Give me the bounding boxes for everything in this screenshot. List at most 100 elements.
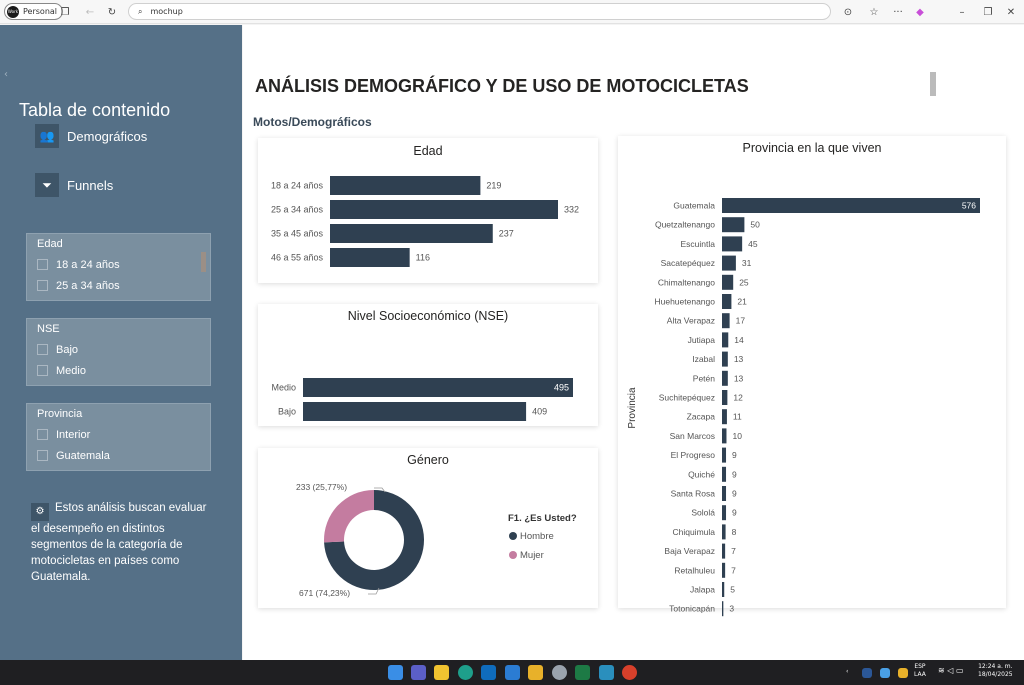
slicer-edad: Edad 18 a 24 años 25 a 34 años <box>26 233 211 301</box>
explorer-icon[interactable] <box>434 665 449 680</box>
bar <box>330 176 481 195</box>
word-icon[interactable] <box>862 668 872 678</box>
data-label: 14 <box>734 335 744 345</box>
chart-title: Provincia en la que viven <box>742 141 882 155</box>
scroll-indicator[interactable] <box>930 72 936 96</box>
address-bar[interactable]: ⌕ mochup <box>128 3 831 20</box>
provincia-chart-svg: Guatemala 576 Quetzaltenango 50 Escuintla 45 S… <box>627 198 980 617</box>
copilot-icon[interactable]: ◆ <box>916 6 924 18</box>
bar <box>722 390 728 405</box>
checkbox[interactable] <box>37 365 48 376</box>
chevron-up-icon[interactable]: ‹ <box>846 668 849 675</box>
data-label: 9 <box>732 469 737 479</box>
slicer-option[interactable]: Guatemala <box>37 445 200 466</box>
app-icon[interactable] <box>599 665 614 680</box>
nav-demograficos[interactable]: 👥 Demográficos <box>35 124 147 148</box>
app-icon[interactable] <box>898 668 908 678</box>
info-note: ⚙ Estos análisis buscan evaluar el desemp… <box>31 500 211 585</box>
slicer-option[interactable]: Interior <box>37 424 200 445</box>
category-label: Quetzaltenango <box>655 220 715 230</box>
category-label: 46 a 55 años <box>271 253 324 263</box>
data-label: 25 <box>739 277 749 287</box>
axis-label: Provincia <box>627 387 638 429</box>
more-icon[interactable]: ··· <box>893 6 903 18</box>
avatar: Work <box>7 5 19 18</box>
data-label: 409 <box>532 407 547 417</box>
pie-slice <box>324 490 424 590</box>
bar <box>722 466 727 482</box>
category-label: Alta Verapaz <box>667 316 715 326</box>
minimize-icon[interactable]: – <box>959 6 965 18</box>
nav-funnels[interactable]: ⏷ Funnels <box>35 173 113 197</box>
legend-item: Mujer <box>520 550 544 561</box>
powerpoint-icon[interactable] <box>622 665 637 680</box>
wifi-icon[interactable]: ≋ ◁ ▭ <box>938 666 964 675</box>
back-icon[interactable]: ← <box>85 6 95 18</box>
report-canvas: ANÁLISIS DEMOGRÁFICO Y DE USO DE MOTOCIC… <box>243 25 1024 660</box>
data-label: 9 <box>732 489 737 499</box>
category-label: Santa Rosa <box>671 489 716 499</box>
nav-label: Funnels <box>67 177 114 193</box>
chart-nse: Nivel Socioeconómico (NSE) Medio 495 Bajo 4… <box>258 304 598 426</box>
pie-slice <box>324 490 374 543</box>
data-label: 10 <box>732 431 742 441</box>
clock[interactable]: 12:24 a. m. 18/04/2025 <box>978 663 1013 678</box>
checkbox[interactable] <box>37 259 48 270</box>
app-icon[interactable] <box>552 665 567 680</box>
excel-icon[interactable] <box>575 665 590 680</box>
category-label: Jalapa <box>690 585 715 595</box>
slicer-option[interactable]: Medio <box>37 360 200 381</box>
category-label: Baja Verapaz <box>664 546 715 556</box>
category-label: Sacatepéquez <box>661 258 715 268</box>
profile-button[interactable]: Work Personal <box>4 3 64 20</box>
slicer-provincia: Provincia Interior Guatemala <box>26 403 211 471</box>
bar <box>722 524 726 540</box>
category-label: Izabal <box>692 354 715 364</box>
restore-icon[interactable]: ❐ <box>983 6 993 18</box>
data-label: 9 <box>732 508 737 518</box>
bar <box>722 255 736 271</box>
slicer-option[interactable]: Bajo <box>37 339 200 360</box>
category-label: Chimaltenango <box>658 277 715 287</box>
collapse-icon[interactable]: ‹ <box>4 69 8 80</box>
category-label: Guatemala <box>673 201 715 211</box>
data-label: 3 <box>729 604 734 614</box>
bar <box>722 198 980 213</box>
bar <box>722 294 732 309</box>
outlook-icon[interactable] <box>481 665 496 680</box>
gear-icon: ⚙ <box>31 503 49 521</box>
checkbox[interactable] <box>37 450 48 461</box>
edge-icon[interactable] <box>458 665 473 680</box>
app-icon[interactable] <box>880 668 890 678</box>
slicer-scrollbar[interactable] <box>201 252 206 272</box>
start-icon[interactable] <box>388 665 403 680</box>
powerbi-icon[interactable] <box>528 665 543 680</box>
data-label: 116 <box>416 253 430 263</box>
info-text: Estos análisis buscan evaluar el desempe… <box>31 502 207 583</box>
bar <box>303 378 573 397</box>
photos-icon[interactable] <box>505 665 520 680</box>
teams-icon[interactable] <box>411 665 426 680</box>
legend-marker <box>509 551 517 559</box>
bar <box>722 409 727 425</box>
reader-icon[interactable]: ⊙ <box>843 6 853 18</box>
language-indicator[interactable]: ESP LAA <box>914 663 926 678</box>
favorites-icon[interactable]: ☆ <box>869 6 879 18</box>
close-icon[interactable]: ✕ <box>1006 6 1016 18</box>
data-label: 7 <box>731 546 736 556</box>
checkbox[interactable] <box>37 429 48 440</box>
refresh-icon[interactable]: ↻ <box>107 6 117 18</box>
leader-line <box>374 487 386 493</box>
browser-toolbar: Work Personal ❐ ← ↻ ⌕ mochup ⊙ ☆ ··· ◆ –… <box>0 0 1024 24</box>
category-label: Petén <box>693 373 715 383</box>
slicer-option[interactable]: 18 a 24 años <box>37 254 200 275</box>
checkbox[interactable] <box>37 280 48 291</box>
people-icon: 👥 <box>35 124 59 148</box>
category-label: San Marcos <box>670 431 715 441</box>
checkbox[interactable] <box>37 344 48 355</box>
tabs-icon[interactable]: ❐ <box>60 6 70 18</box>
category-label: Retalhuleu <box>674 565 715 575</box>
slicer-option[interactable]: 25 a 34 años <box>37 275 200 296</box>
chart-title: Nivel Socioeconómico (NSE) <box>347 309 509 323</box>
chart-genero: Género 671 (74,23%) 233 (25,77%) F1. ¿Es U… <box>258 448 598 608</box>
